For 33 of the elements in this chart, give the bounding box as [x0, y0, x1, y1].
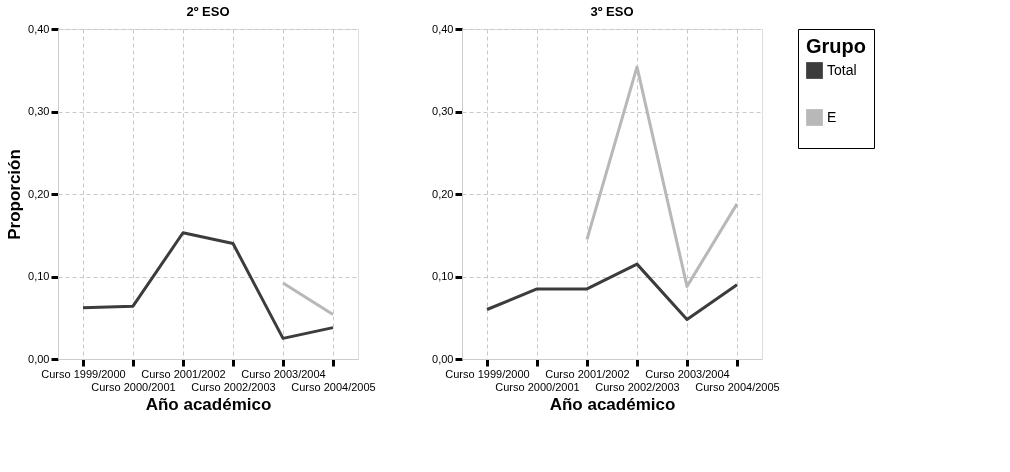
y-tick-label: 0,30 — [432, 105, 454, 117]
x-tick-label: Curso 2001/2002 — [141, 367, 226, 380]
x-tick-label: Curso 2002/2003 — [191, 380, 276, 393]
x-tick-label: Curso 2000/2001 — [91, 380, 176, 393]
chart-title: 3º ESO — [590, 4, 634, 19]
y-tick-label: 0,40 — [28, 22, 50, 35]
x-tick-label: Curso 2002/2003 — [595, 380, 680, 393]
x-tick-label: Curso 1999/2000 — [41, 367, 126, 380]
legend-label: Total — [827, 61, 857, 78]
x-tick-label: Curso 2003/2004 — [645, 367, 730, 380]
y-tick-label: 0,00 — [432, 352, 454, 365]
x-tick-label: Curso 2001/2002 — [545, 367, 630, 380]
legend-label: E — [827, 108, 837, 125]
x-tick-label: Curso 2000/2001 — [495, 380, 580, 393]
x-tick-label: Curso 1999/2000 — [445, 367, 530, 380]
y-tick-label: 0,10 — [432, 270, 454, 282]
y-tick-label: 0,10 — [28, 270, 50, 282]
x-axis-title: Año académico — [145, 394, 272, 414]
x-tick-label: Curso 2004/2005 — [695, 380, 780, 393]
y-tick-label: 0,20 — [28, 187, 50, 200]
chart-title: 2º ESO — [186, 4, 230, 19]
line-series — [485, 262, 739, 321]
y-axis-title: Proporción — [5, 149, 25, 240]
y-tick-label: 0,30 — [28, 105, 50, 117]
line-series — [81, 231, 335, 340]
x-tick-label: Curso 2004/2005 — [291, 380, 376, 393]
x-tick-label: Curso 2003/2004 — [241, 367, 326, 380]
line-series — [585, 65, 739, 288]
y-tick-label: 0,00 — [28, 352, 50, 365]
y-tick-label: 0,20 — [432, 187, 454, 200]
x-axis-title: Año académico — [549, 394, 676, 414]
legend-title: Grupo — [806, 35, 866, 57]
y-tick-label: 0,40 — [432, 22, 454, 35]
